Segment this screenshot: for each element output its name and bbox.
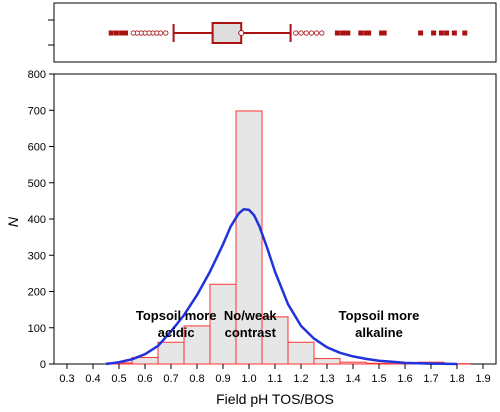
box-plot-extreme xyxy=(358,30,364,36)
histogram-bar xyxy=(313,358,341,365)
x-tick-label: 0.6 xyxy=(137,373,152,385)
box-plot-extreme xyxy=(334,30,340,36)
annotation-line: Topsoil more xyxy=(136,308,217,323)
annotation-line: alkaline xyxy=(355,325,403,340)
box-plot-box xyxy=(211,22,243,44)
box-plot-extreme xyxy=(451,30,457,36)
x-tick-label: 1.6 xyxy=(397,373,412,385)
x-tick-label: 0.9 xyxy=(215,373,230,385)
y-tick-label: 300 xyxy=(28,250,46,262)
histogram-bar xyxy=(261,316,289,365)
box-plot-outlier xyxy=(308,30,314,36)
histogram-frame xyxy=(53,73,497,365)
x-tick-label: 0.8 xyxy=(189,373,204,385)
y-tick-label: 0 xyxy=(40,359,46,371)
x-tick-label: 1.4 xyxy=(345,373,360,385)
box-plot-outlier xyxy=(303,30,309,36)
y-tick-label: 600 xyxy=(28,142,46,154)
box-plot-extreme xyxy=(340,30,346,36)
histogram-bar xyxy=(209,283,237,365)
x-tick-label: 1.8 xyxy=(449,373,464,385)
box-plot-extreme xyxy=(113,30,119,36)
box-plot-extreme xyxy=(342,30,348,36)
x-tick-label: 1.9 xyxy=(475,373,490,385)
annotation-line: No/weak xyxy=(224,308,278,323)
x-tick-label: 0.5 xyxy=(111,373,126,385)
box-plot-extreme xyxy=(381,30,387,36)
x-tick-label: 1.7 xyxy=(423,373,438,385)
box-plot-extreme xyxy=(418,30,424,36)
histogram-bar xyxy=(365,362,393,365)
y-tick-label: 500 xyxy=(28,178,46,190)
box-plot-median-marker xyxy=(238,30,245,36)
box-plot-extreme xyxy=(444,30,450,36)
histogram-bar xyxy=(235,110,263,365)
x-tick-label: 0.7 xyxy=(163,373,178,385)
x-tick-label: 1.0 xyxy=(241,373,256,385)
annotation-label: Topsoil more alkaline xyxy=(339,308,420,340)
box-plot-panel xyxy=(48,2,497,63)
x-axis-title: Field pH TOS/BOS xyxy=(216,391,334,407)
x-tick-label: 0.3 xyxy=(59,373,74,385)
fit-curve-line xyxy=(105,207,458,366)
y-tick-label: 700 xyxy=(28,105,46,117)
box-plot-outlier xyxy=(293,30,299,36)
x-tick-label: 1.5 xyxy=(371,373,386,385)
box-plot-extreme xyxy=(119,30,125,36)
y-tick-label: 200 xyxy=(28,287,46,299)
box-plot-outlier xyxy=(163,30,169,36)
x-tick-label: 1.1 xyxy=(267,373,282,385)
y-tick-label: 400 xyxy=(28,214,46,226)
box-plot-extreme xyxy=(366,30,372,36)
annotation-line: Topsoil more xyxy=(339,308,420,323)
box-plot-outlier xyxy=(313,30,320,36)
x-tick-label: 1.2 xyxy=(293,373,308,385)
histogram-panel: 0.3 0.4 0.5 0.6 0.7 0.8 0.9 1.0 1.1 1.2 1.3 1.4 1.5 1… xyxy=(28,69,497,385)
box-plot-extreme xyxy=(363,30,369,36)
box-plot-outlier xyxy=(319,30,325,36)
annotation-line: contrast xyxy=(225,325,277,340)
histogram-bar xyxy=(287,341,315,365)
annotation-label: Topsoil more acidic xyxy=(136,308,217,340)
box-plot-outlier xyxy=(130,30,136,36)
y-tick-label: 800 xyxy=(28,69,46,81)
x-tick-label: 1.3 xyxy=(319,373,334,385)
annotation-line: acidic xyxy=(158,325,195,340)
annotation-label: No/weak contrast xyxy=(224,308,278,340)
box-plot-extreme xyxy=(345,30,351,36)
histogram-bar xyxy=(339,361,367,365)
box-plot-extreme xyxy=(123,30,128,36)
box-plot-outlier xyxy=(298,30,304,36)
box-plot-extreme xyxy=(431,30,437,36)
box-plot-extreme xyxy=(379,30,385,36)
y-axis-title: N xyxy=(5,216,21,227)
box-plot-extreme xyxy=(438,30,444,36)
y-tick-label: 100 xyxy=(28,323,46,335)
box-plot-extreme xyxy=(108,30,114,36)
box-plot-extreme xyxy=(462,30,468,36)
x-tick-label: 0.4 xyxy=(85,373,100,385)
histogram-bar xyxy=(157,341,185,365)
